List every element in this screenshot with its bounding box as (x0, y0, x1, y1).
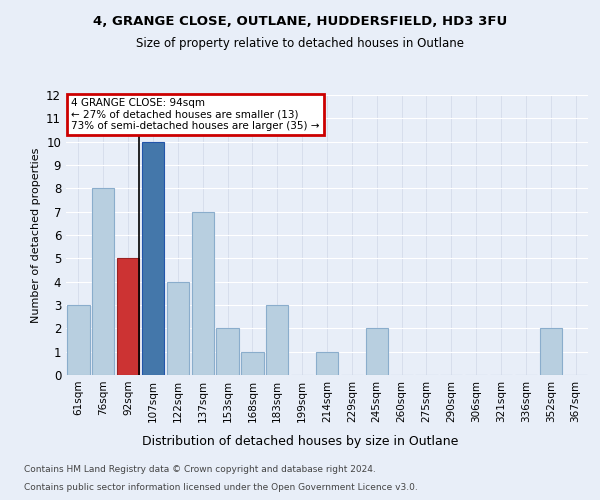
Text: Distribution of detached houses by size in Outlane: Distribution of detached houses by size … (142, 435, 458, 448)
Bar (316, 352, 338, 375)
Bar (167, 282, 189, 375)
Bar (117, 258, 139, 375)
Text: 4, GRANGE CLOSE, OUTLANE, HUDDERSFIELD, HD3 3FU: 4, GRANGE CLOSE, OUTLANE, HUDDERSFIELD, … (93, 15, 507, 28)
Bar (241, 352, 263, 375)
Text: Contains public sector information licensed under the Open Government Licence v3: Contains public sector information licen… (24, 482, 418, 492)
Bar (217, 328, 239, 375)
Bar (92, 188, 115, 375)
Text: Contains HM Land Registry data © Crown copyright and database right 2024.: Contains HM Land Registry data © Crown c… (24, 465, 376, 474)
Bar (142, 142, 164, 375)
Bar (539, 328, 562, 375)
Bar (67, 305, 89, 375)
Bar (191, 212, 214, 375)
Bar (365, 328, 388, 375)
Text: Size of property relative to detached houses in Outlane: Size of property relative to detached ho… (136, 38, 464, 51)
Bar (266, 305, 289, 375)
Text: 4 GRANGE CLOSE: 94sqm
← 27% of detached houses are smaller (13)
73% of semi-deta: 4 GRANGE CLOSE: 94sqm ← 27% of detached … (71, 98, 320, 131)
Y-axis label: Number of detached properties: Number of detached properties (31, 148, 41, 322)
